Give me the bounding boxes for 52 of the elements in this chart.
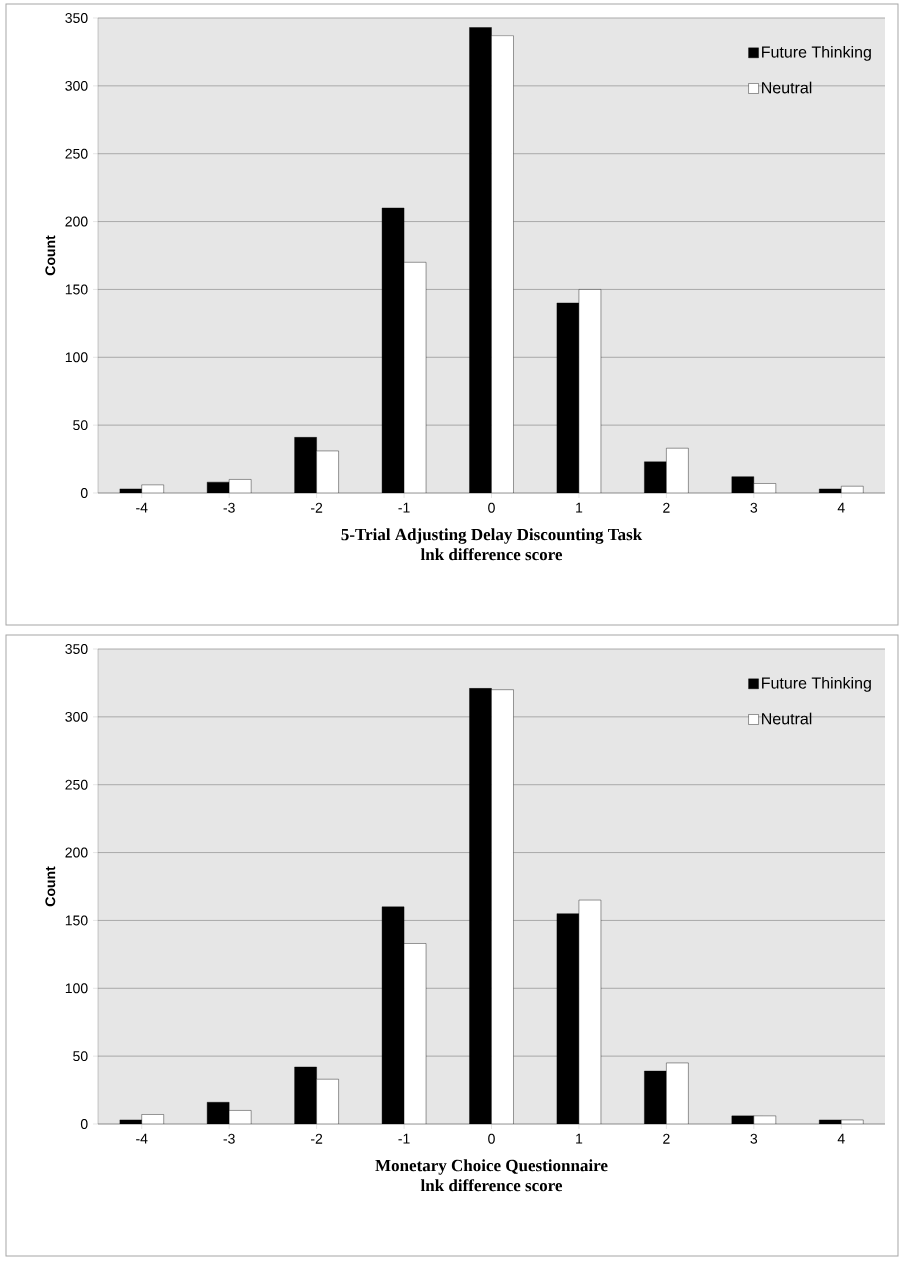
legend-label: Neutral <box>762 712 812 725</box>
x-tick-label: -4 <box>136 1133 148 1144</box>
bar <box>491 35 514 493</box>
y-tick-label: 0 <box>80 488 88 498</box>
bar <box>578 899 602 1124</box>
x-tick-label: 1 <box>576 502 583 513</box>
legend-label: Future Thinking <box>762 676 871 692</box>
y-tick-label: 300 <box>65 711 88 722</box>
x-tick-label: 4 <box>837 1133 845 1144</box>
y-tick-label: 50 <box>73 420 88 431</box>
y-tick-label: 100 <box>65 983 88 994</box>
x-tick-label: 0 <box>488 1133 495 1144</box>
bar <box>316 1079 339 1124</box>
y-axis-title: Count <box>45 235 56 276</box>
bar <box>578 289 602 493</box>
x-axis-title: 5-Trial Adjusting Delay Discounting Task lnk difference score <box>341 528 643 561</box>
x-tick-label: -1 <box>398 502 410 513</box>
y-tick-label: 200 <box>65 847 88 858</box>
x-tick-label: -1 <box>398 1133 410 1144</box>
bar <box>491 689 514 1124</box>
y-tick-label: 50 <box>73 1051 88 1062</box>
y-tick-label: 150 <box>65 284 88 295</box>
bar <box>316 450 339 493</box>
x-tick-label: -4 <box>136 502 148 513</box>
x-tick-label: -3 <box>223 502 235 513</box>
bar <box>403 262 427 493</box>
x-tick-label: 4 <box>837 502 845 513</box>
legend-label: Future Thinking <box>762 45 871 61</box>
x-tick-label: -3 <box>223 1133 235 1144</box>
y-tick-label: 350 <box>65 13 88 23</box>
y-tick-label: 0 <box>80 1119 88 1129</box>
x-tick-label: 2 <box>663 502 670 513</box>
x-axis-title: Monetary Choice Questionnaire lnk difference score <box>375 1159 608 1192</box>
x-tick-label: 3 <box>750 1133 758 1144</box>
y-tick-label: 250 <box>65 148 88 159</box>
y-tick-label: 300 <box>65 80 88 91</box>
y-axis-title: Count <box>45 866 56 907</box>
y-tick-label: 100 <box>65 352 88 363</box>
x-tick-label: 0 <box>488 502 495 513</box>
bar <box>403 943 427 1124</box>
y-tick-label: 200 <box>65 216 88 227</box>
x-tick-label: 2 <box>663 1133 670 1144</box>
bar <box>666 1062 689 1124</box>
y-tick-label: 350 <box>65 644 88 654</box>
x-tick-label: 1 <box>576 1133 583 1144</box>
x-tick-label: 3 <box>750 502 758 513</box>
y-tick-label: 250 <box>65 779 88 790</box>
x-tick-label: -2 <box>311 502 323 513</box>
legend-label: Neutral <box>762 81 812 94</box>
x-tick-label: -2 <box>311 1133 323 1144</box>
bar <box>666 448 689 493</box>
y-tick-label: 150 <box>65 915 88 926</box>
